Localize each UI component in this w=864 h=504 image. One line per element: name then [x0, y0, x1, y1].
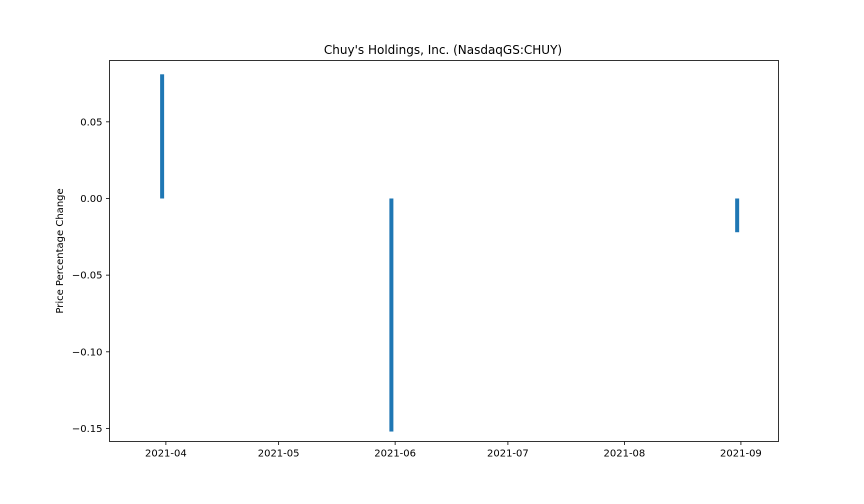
y-tick-label: −0.10	[72, 347, 103, 358]
bar-2021-08-31	[735, 198, 740, 233]
bar-2021-03-31	[160, 74, 165, 199]
x-tick-label: 2021-08	[604, 449, 646, 460]
y-axis: 0.05 0.00 −0.05 −0.10 −0.15	[72, 117, 110, 435]
x-tick-label: 2021-09	[720, 449, 762, 460]
chart-title: Chuy's Holdings, Inc. (NasdaqGS:CHUY)	[324, 43, 562, 57]
y-tick-label: 0.00	[80, 194, 102, 205]
y-tick-label: −0.05	[72, 271, 103, 282]
y-tick-label: −0.15	[72, 424, 103, 435]
y-axis-label: Price Percentage Change	[55, 188, 66, 313]
bar-2021-05-31	[389, 198, 394, 432]
x-tick-label: 2021-05	[258, 449, 300, 460]
x-tick-label: 2021-04	[145, 449, 187, 460]
x-tick-label: 2021-07	[487, 449, 529, 460]
plot-area-frame	[109, 60, 779, 442]
bars-group	[160, 74, 740, 432]
x-tick-label: 2021-06	[374, 449, 416, 460]
y-tick-label: 0.05	[80, 117, 102, 128]
x-axis: 2021-04 2021-05 2021-06 2021-07 2021-08 2021-…	[145, 441, 762, 460]
